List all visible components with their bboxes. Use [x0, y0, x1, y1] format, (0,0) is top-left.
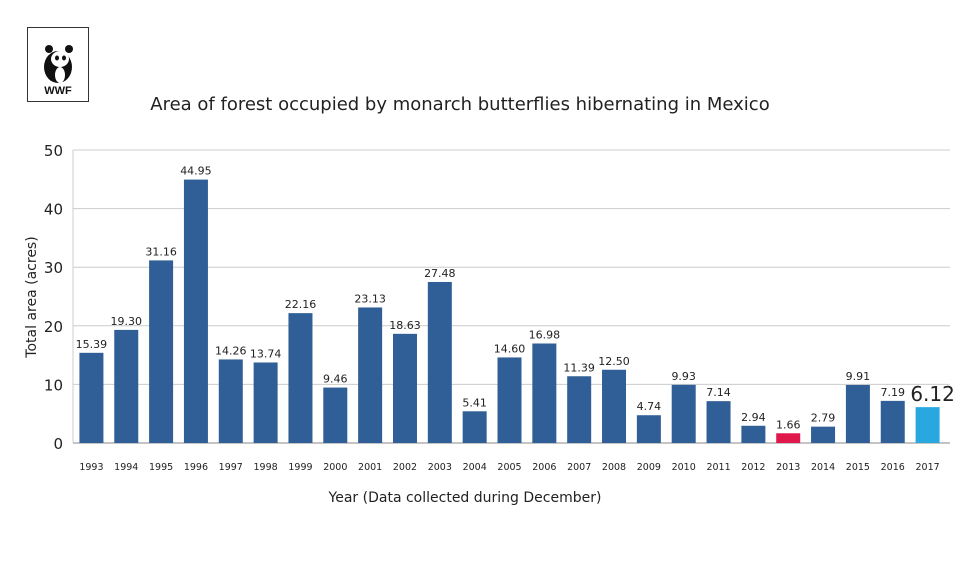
x-tick-label: 2008 — [602, 462, 626, 473]
x-tick-label: 2017 — [915, 462, 939, 473]
x-tick-label: 2012 — [741, 462, 765, 473]
y-tick-label: 40 — [44, 201, 63, 219]
x-tick-label: 1998 — [254, 462, 278, 473]
bar-1993 — [79, 352, 104, 443]
data-label-1997: 14.26 — [215, 344, 247, 357]
data-label-2013: 1.66 — [776, 418, 801, 431]
data-label-2005: 14.60 — [494, 342, 526, 355]
x-tick-label: 1999 — [288, 462, 312, 473]
bar-2010 — [671, 384, 696, 443]
x-tick-label: 2013 — [776, 462, 800, 473]
bar-1996 — [183, 179, 208, 443]
data-label-2000: 9.46 — [323, 373, 348, 386]
data-label-1993: 15.39 — [76, 338, 108, 351]
x-axis-label: Year (Data collected during December) — [328, 490, 602, 506]
data-label-2017: 6.12 — [910, 382, 955, 406]
data-label-2002: 18.63 — [389, 319, 421, 332]
bar-2017 — [915, 407, 940, 443]
bar-2009 — [636, 415, 661, 443]
bar-2013 — [776, 433, 801, 443]
x-tick-label: 2009 — [637, 462, 661, 473]
x-tick-label: 2005 — [497, 462, 521, 473]
bar-2014 — [811, 426, 836, 443]
data-label-1998: 13.74 — [250, 347, 282, 360]
bar-2003 — [427, 281, 452, 443]
data-label-2011: 7.14 — [706, 386, 731, 399]
data-label-2010: 9.93 — [671, 370, 696, 383]
y-axis-label: Total area (acres) — [24, 236, 40, 358]
x-tick-label: 2011 — [706, 462, 730, 473]
x-tick-label: 2004 — [463, 462, 487, 473]
x-tick-label: 2010 — [672, 462, 696, 473]
chart-title: Area of forest occupied by monarch butte… — [150, 94, 769, 115]
data-label-1996: 44.95 — [180, 165, 212, 178]
bar-2000 — [323, 387, 348, 443]
bar-1995 — [149, 260, 174, 443]
data-label-2001: 23.13 — [354, 292, 386, 305]
bar-2012 — [741, 425, 766, 443]
bar-2002 — [392, 333, 417, 443]
x-tick-label: 2015 — [846, 462, 870, 473]
data-label-2006: 16.98 — [529, 328, 561, 341]
x-tick-label: 1996 — [184, 462, 208, 473]
x-tick-label: 1997 — [219, 462, 243, 473]
x-tick-label: 2001 — [358, 462, 382, 473]
bar-2007 — [567, 376, 592, 443]
x-tick-label: 2000 — [323, 462, 347, 473]
x-tick-label: 2014 — [811, 462, 835, 473]
y-tick-label: 30 — [44, 259, 63, 277]
bar-1999 — [288, 313, 313, 443]
x-tick-label: 2003 — [428, 462, 452, 473]
data-label-1999: 22.16 — [285, 298, 317, 311]
data-label-2014: 2.79 — [811, 412, 836, 425]
bar-2005 — [497, 357, 522, 443]
bar-1997 — [218, 359, 243, 443]
bar-2015 — [845, 384, 870, 443]
bar-2006 — [532, 343, 557, 443]
x-tick-label: 1994 — [114, 462, 138, 473]
y-tick-label: 10 — [44, 376, 63, 394]
data-label-2012: 2.94 — [741, 411, 766, 424]
x-tick-label: 1995 — [149, 462, 173, 473]
x-tick-label: 1993 — [79, 462, 103, 473]
panda-icon — [44, 45, 73, 83]
x-tick-label: 2006 — [532, 462, 556, 473]
x-tick-label: 2002 — [393, 462, 417, 473]
y-tick-label: 0 — [53, 435, 63, 453]
wwf-logo: WWF — [27, 27, 89, 102]
x-tick-label: 2016 — [881, 462, 905, 473]
data-label-2007: 11.39 — [563, 361, 595, 374]
data-label-1994: 19.30 — [111, 315, 143, 328]
bar-2001 — [358, 307, 383, 443]
data-label-2009: 4.74 — [637, 400, 662, 413]
bar-1994 — [114, 329, 139, 443]
bar-1998 — [253, 362, 278, 443]
data-label-2008: 12.50 — [598, 355, 630, 368]
data-label-2004: 5.41 — [462, 396, 487, 409]
bar-2016 — [880, 400, 905, 443]
data-label-2016: 7.19 — [880, 386, 905, 399]
x-tick-label: 2007 — [567, 462, 591, 473]
bar-2008 — [602, 369, 627, 443]
data-label-1995: 31.16 — [145, 245, 177, 258]
data-label-2003: 27.48 — [424, 267, 456, 280]
logo-text: WWF — [44, 85, 72, 97]
y-tick-label: 50 — [44, 142, 63, 160]
y-tick-label: 20 — [44, 318, 63, 336]
data-label-2015: 9.91 — [846, 370, 871, 383]
bar-2004 — [462, 411, 487, 443]
bar-2011 — [706, 401, 731, 443]
